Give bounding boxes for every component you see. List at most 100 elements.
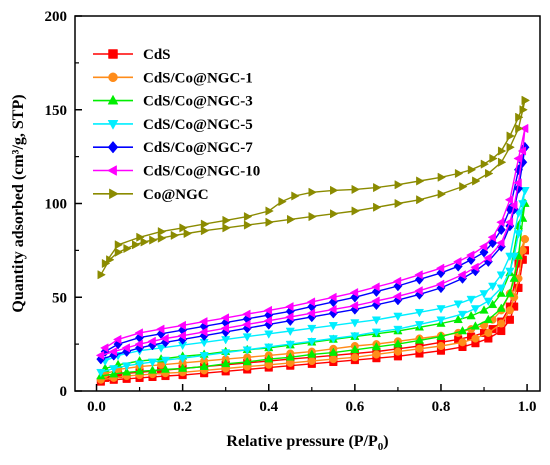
adsorption-point: [108, 347, 118, 357]
adsorption-point: [97, 270, 106, 280]
adsorption-point: [371, 296, 380, 306]
y-tick-label: 200: [45, 9, 68, 25]
adsorption-point: [221, 349, 231, 358]
adsorption-point: [470, 262, 479, 272]
desorption-point: [467, 165, 477, 175]
desorption-point: [520, 187, 530, 196]
desorption-point: [480, 159, 490, 169]
adsorption-point: [497, 319, 506, 328]
legend-item: CdS/Co@NGC-5: [93, 117, 253, 133]
adsorption-point: [504, 217, 514, 227]
adsorption-point: [436, 331, 446, 340]
adsorption-point: [436, 341, 446, 351]
adsorption-point: [496, 238, 505, 248]
adsorption-point: [471, 334, 480, 343]
desorption-point: [453, 257, 462, 267]
desorption-point: [243, 212, 253, 222]
adsorption-point: [134, 339, 143, 349]
adsorption-point: [350, 344, 360, 354]
adsorption-point: [147, 358, 158, 368]
adsorption-point: [199, 352, 209, 361]
x-axis-label: Relative pressure (P/P0): [226, 433, 388, 453]
adsorption-point: [435, 279, 445, 289]
desorption-point: [435, 263, 445, 273]
adsorption-point: [506, 142, 515, 152]
desorption-point: [519, 123, 529, 134]
desorption-point: [328, 322, 338, 331]
legend-marker: [108, 49, 118, 59]
adsorption-point: [329, 355, 338, 364]
adsorption-point: [484, 328, 493, 337]
desorption-point: [264, 330, 274, 339]
adsorption-point: [178, 363, 188, 372]
adsorption-point: [496, 284, 506, 293]
adsorption-point: [497, 326, 506, 336]
adsorption-point: [308, 212, 317, 222]
adsorption-point: [497, 157, 507, 167]
adsorption-point: [243, 220, 253, 230]
adsorption-point: [509, 200, 518, 210]
desorption-point: [177, 320, 186, 330]
adsorption-point: [307, 356, 316, 366]
adsorption-point: [285, 312, 294, 322]
adsorption-point: [349, 301, 359, 311]
desorption-point: [328, 292, 337, 302]
x-tick-label: 0.4: [259, 399, 278, 415]
adsorption-point: [483, 297, 493, 307]
desorption-point: [278, 197, 287, 207]
desorption-point: [414, 270, 423, 280]
adsorption-point: [414, 335, 425, 344]
x-tick-label: 0.2: [173, 399, 192, 415]
adsorption-point: [121, 343, 130, 353]
adsorption-point: [149, 235, 158, 245]
adsorption-point: [513, 178, 522, 188]
legend-label: Co@NGC: [143, 187, 209, 203]
legend-label: CdS/Co@NGC-10: [143, 164, 260, 180]
adsorption-point: [505, 315, 514, 324]
desorption-point: [506, 131, 515, 141]
legend-item: CdS/Co@NGC-1: [93, 70, 253, 86]
adsorption-point: [414, 286, 423, 296]
y-tick-label: 100: [45, 197, 68, 213]
y-tick-label: 0: [60, 384, 68, 400]
desorption-point: [100, 343, 109, 353]
desorption-point: [436, 305, 446, 314]
adsorption-line: [100, 190, 526, 373]
x-tick-label: 0.8: [432, 399, 451, 415]
adsorption-point: [157, 233, 167, 243]
desorption-point: [437, 172, 447, 182]
series-cds-co-ngc-10: [95, 123, 529, 360]
desorption-point: [489, 153, 498, 164]
adsorption-point: [457, 310, 468, 320]
desorption-point: [242, 309, 251, 319]
adsorption-point: [393, 347, 402, 356]
adsorption-point: [222, 223, 231, 233]
legend-label: CdS/Co@NGC-7: [143, 140, 253, 156]
adsorption-point: [496, 303, 506, 312]
adsorption-point: [242, 319, 251, 330]
adsorption-point: [505, 288, 515, 297]
desorption-point: [285, 302, 294, 312]
adsorption-point: [330, 209, 339, 219]
desorption-point: [496, 217, 505, 227]
desorption-point: [454, 168, 464, 179]
adsorption-point: [371, 328, 381, 338]
legend-label: CdS/Co@NGC-3: [143, 94, 253, 110]
desorption-point: [478, 242, 488, 252]
adsorption-point: [513, 230, 524, 239]
adsorption-point: [160, 364, 171, 373]
legend-marker: [109, 188, 119, 200]
adsorption-point: [122, 362, 132, 371]
adsorption-point: [470, 321, 481, 330]
adsorption-point: [307, 349, 317, 358]
desorption-point: [479, 305, 489, 314]
legend-marker: [107, 94, 119, 105]
adsorption-point: [416, 195, 425, 205]
adsorption-point: [285, 340, 295, 350]
desorption-point: [496, 271, 506, 280]
adsorption-point: [242, 346, 252, 355]
adsorption-point: [350, 353, 359, 362]
desorption-point: [157, 227, 167, 237]
desorption-point: [242, 333, 252, 342]
desorption-point: [265, 206, 274, 216]
